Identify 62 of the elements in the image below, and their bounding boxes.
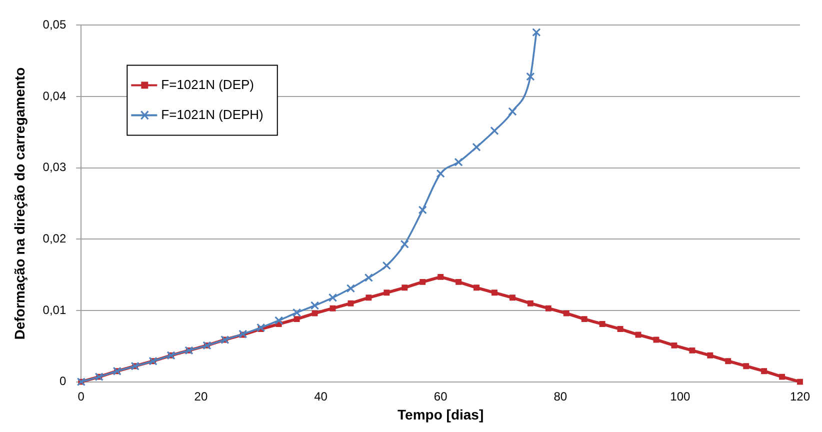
y-axis-title: Deformação na direção do carregamento — [11, 67, 28, 340]
point — [532, 28, 541, 37]
point — [384, 290, 390, 296]
point — [310, 301, 320, 310]
x-tick-label: 0 — [78, 389, 85, 404]
point — [743, 363, 750, 370]
point — [400, 240, 409, 248]
y-tick-label: 0,03 — [42, 160, 66, 174]
legend-label: F=1021N (DEP) — [161, 76, 254, 92]
point — [436, 169, 445, 178]
point — [364, 273, 374, 282]
point — [256, 323, 266, 332]
x-tick-label: 80 — [554, 389, 568, 404]
point — [274, 316, 284, 325]
x-tick-label: 100 — [670, 389, 691, 404]
point — [761, 368, 768, 374]
point — [563, 310, 570, 316]
point — [797, 378, 803, 385]
x-tick-label: 120 — [790, 389, 810, 404]
point — [671, 342, 678, 348]
y-tick-label: 0 — [59, 374, 66, 388]
point — [420, 278, 426, 285]
point — [328, 293, 338, 302]
point — [418, 206, 427, 214]
point — [653, 336, 660, 343]
x-tick-label: 60 — [434, 389, 448, 404]
point — [472, 142, 481, 152]
x-axis-title: Tempo [dias] — [398, 406, 484, 422]
point — [526, 72, 535, 81]
point — [292, 308, 302, 317]
point — [689, 347, 696, 354]
point — [348, 300, 354, 306]
point — [508, 107, 517, 116]
point — [492, 290, 498, 296]
point — [346, 284, 356, 293]
legend-label: F=1021N (DEPH) — [161, 106, 264, 122]
point — [707, 352, 714, 358]
point — [545, 305, 552, 312]
point — [438, 274, 444, 280]
point — [725, 358, 732, 364]
x-tick-label: 40 — [314, 389, 328, 404]
point — [456, 278, 462, 285]
y-tick-label: 0,01 — [42, 302, 66, 317]
point — [454, 158, 463, 166]
point — [779, 374, 786, 380]
point — [382, 261, 391, 270]
point — [599, 321, 606, 328]
x-tick-label: 20 — [194, 389, 208, 404]
point — [330, 305, 336, 312]
y-tick-label: 0,04 — [42, 88, 66, 103]
y-tick-label: 0,02 — [42, 231, 66, 246]
point — [581, 316, 588, 322]
point — [402, 284, 408, 291]
point — [312, 310, 318, 316]
y-tick-label: 0,05 — [42, 18, 66, 32]
point — [617, 326, 624, 332]
point — [527, 300, 534, 306]
point — [366, 294, 372, 301]
point — [294, 316, 300, 322]
point — [490, 126, 499, 136]
point — [474, 284, 480, 291]
point — [509, 294, 516, 301]
